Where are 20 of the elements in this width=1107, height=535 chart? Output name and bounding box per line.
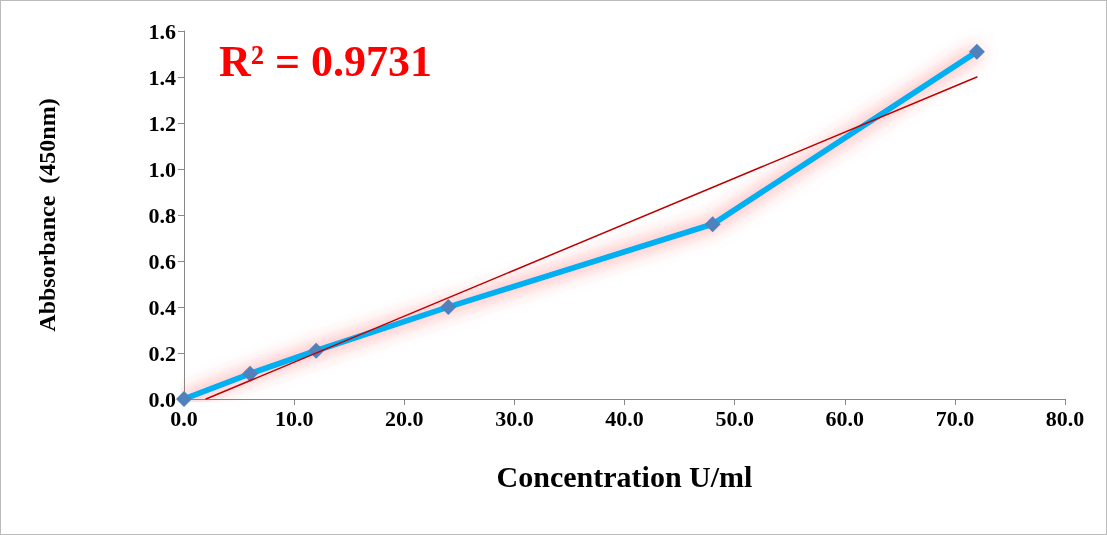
- y-tick-label: 0.4: [148, 294, 176, 320]
- x-tick-label: 80.0: [1045, 405, 1085, 431]
- x-tick-label: 50.0: [715, 405, 754, 431]
- y-tick-label: 1.4: [148, 64, 176, 90]
- y-axis-title: Abbsorbance (450nm): [34, 98, 60, 332]
- x-tick-label: 10.0: [274, 405, 314, 431]
- annotation: R² = 0.9731: [219, 36, 433, 86]
- x-tick-label: 40.0: [605, 405, 644, 431]
- x-tick-label: 20.0: [385, 405, 424, 431]
- y-tick-label: 0.0: [148, 386, 176, 412]
- x-axis-title: Concentration U/ml: [496, 459, 753, 493]
- y-tick-label: 1.0: [148, 156, 176, 182]
- x-tick-label: 60.0: [825, 405, 864, 431]
- x-tick-label: 70.0: [935, 405, 975, 431]
- y-tick-label: 0.8: [148, 202, 176, 228]
- y-tick-label: 0.6: [148, 248, 176, 274]
- y-tick-label: 1.6: [148, 18, 176, 44]
- y-tick-label: 1.2: [148, 110, 176, 136]
- x-tick-label: 30.0: [495, 405, 534, 431]
- y-tick-label: 0.2: [148, 340, 176, 366]
